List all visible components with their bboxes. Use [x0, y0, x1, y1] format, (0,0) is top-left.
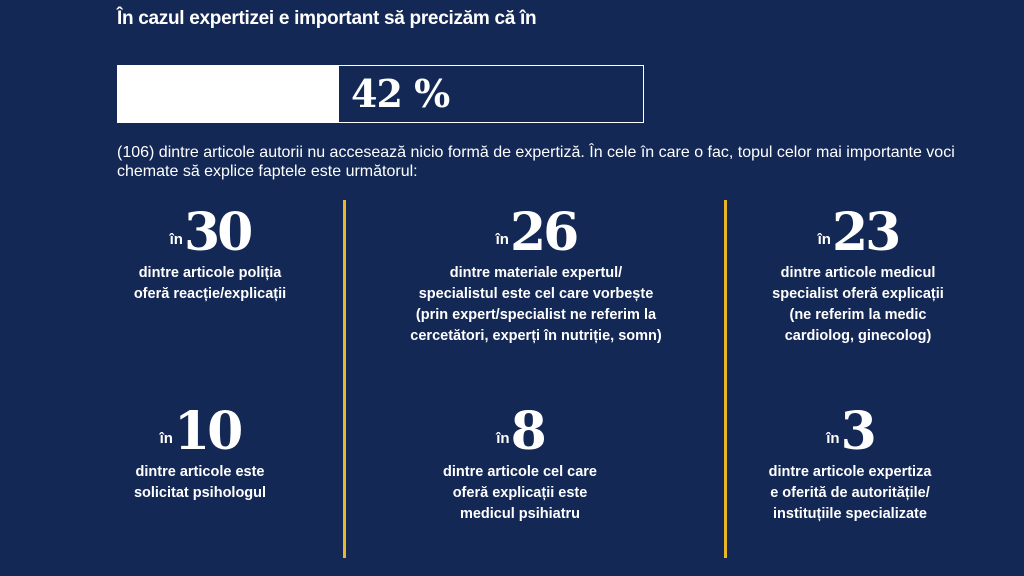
stat-expert: în26 dintre materiale expertul/ speciali…	[386, 205, 686, 347]
column-divider-left	[343, 200, 346, 558]
stat-prefix: în	[496, 430, 510, 447]
stat-medic: în23 dintre articole medicul specialist …	[708, 205, 1008, 347]
stat-description: dintre articole expertiza e oferită de a…	[768, 464, 932, 522]
stat-prefix: în	[495, 231, 509, 248]
stat-description: dintre materiale expertul/ specialistul …	[410, 265, 662, 344]
stat-number: 30	[183, 202, 253, 263]
stat-prefix: în	[817, 231, 831, 248]
stat-description: dintre articole este solicitat psihologu…	[133, 464, 267, 501]
column-divider-right	[724, 200, 727, 558]
page-title: În cazul expertizei e important să preci…	[117, 8, 537, 29]
stat-description: dintre articole medicul specialist oferă…	[772, 265, 944, 344]
percentage-bar: 42 %	[117, 65, 644, 123]
stat-psychologist: în10 dintre articole este solicitat psih…	[50, 404, 350, 504]
stat-psychiatrist: în8 dintre articole cel care oferă expli…	[370, 404, 670, 525]
stat-prefix: în	[826, 430, 840, 447]
percentage-bar-fill	[118, 66, 339, 122]
stat-police: în30 dintre articole poliția oferă reacț…	[60, 205, 360, 305]
stat-number: 23	[831, 202, 901, 263]
stat-number: 10	[173, 401, 243, 462]
stat-prefix: în	[169, 231, 183, 248]
stat-number: 3	[840, 401, 877, 462]
percentage-label: 42 %	[351, 71, 450, 116]
stat-number: 26	[509, 202, 579, 263]
intro-text: (106) dintre articole autorii nu accesea…	[117, 144, 955, 180]
stat-authorities: în3 dintre articole expertiza e oferită …	[700, 404, 1000, 525]
stat-number: 8	[510, 401, 547, 462]
stat-description: dintre articole cel care oferă explicați…	[443, 464, 597, 522]
stat-description: dintre articole poliția oferă reacție/ex…	[133, 265, 287, 302]
stat-prefix: în	[159, 430, 173, 447]
